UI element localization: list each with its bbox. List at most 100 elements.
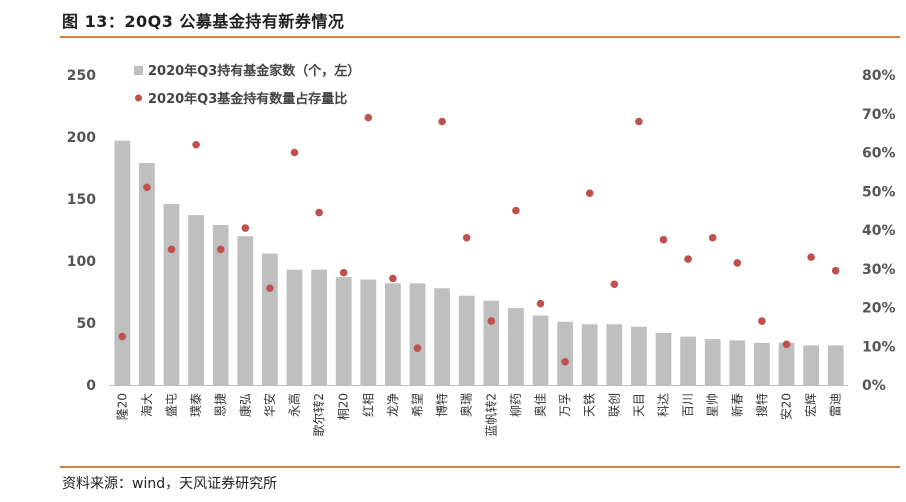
data-point — [266, 284, 274, 292]
data-point — [684, 255, 692, 263]
data-point — [389, 274, 397, 283]
category-label: 歌尔转2 — [311, 393, 326, 437]
data-point — [758, 317, 766, 325]
right-tick-label: 20% — [862, 301, 896, 317]
right-tick-label: 80% — [862, 68, 896, 84]
data-point — [487, 317, 496, 325]
source-note: 资料来源：wind，天风证券研究所 — [62, 476, 278, 492]
bar — [114, 140, 131, 385]
right-tick-label: 70% — [862, 107, 896, 123]
category-label: 盛屯 — [164, 393, 179, 417]
bar — [360, 279, 377, 385]
bar — [212, 225, 229, 385]
data-point — [143, 183, 151, 192]
right-tick-label: 0% — [862, 378, 886, 394]
data-point — [635, 117, 643, 126]
legend-dot-label: 2020年Q3基金持有数量占存量比 — [148, 91, 347, 107]
bar — [532, 315, 549, 385]
category-label: 天目 — [632, 393, 646, 417]
category-label: 联创 — [607, 393, 621, 417]
right-tick-label: 60% — [862, 146, 896, 162]
bar — [606, 324, 623, 385]
data-point — [708, 233, 717, 242]
bottom-divider — [60, 466, 900, 468]
top-divider — [60, 36, 900, 38]
bar — [827, 345, 844, 385]
bar — [631, 326, 647, 385]
category-label: 科达 — [657, 393, 671, 417]
legend-bar-swatch — [134, 66, 143, 75]
bar — [409, 283, 426, 385]
bar — [335, 277, 352, 385]
legend: 2020年Q3持有基金家数（个，左） 2020年Q3基金持有数量占存量比 — [134, 63, 360, 107]
bar — [262, 253, 278, 385]
data-point — [413, 344, 422, 352]
category-label: 博特 — [434, 393, 449, 417]
category-label: 安20 — [779, 393, 794, 420]
right-tick-label: 30% — [862, 262, 896, 278]
bar — [385, 283, 401, 385]
data-point — [610, 280, 619, 289]
category-label: 柳药 — [509, 393, 523, 417]
category-label: 康弘 — [237, 393, 252, 417]
category-label: 海大 — [139, 393, 154, 417]
bar — [434, 288, 450, 385]
left-tick-label: 150 — [67, 192, 96, 208]
data-point — [659, 235, 668, 244]
bar — [581, 324, 598, 385]
category-label: 宏辉 — [803, 393, 818, 417]
category-label: 永高 — [287, 393, 302, 417]
bar-series — [114, 140, 844, 385]
category-label: 万孚 — [558, 393, 572, 417]
category-label: 桐20 — [337, 393, 351, 420]
legend-dot-swatch — [135, 94, 142, 102]
data-point — [536, 299, 545, 308]
category-label: 璞泰 — [189, 393, 203, 417]
data-point — [364, 113, 373, 122]
left-axis: 0 50 100 150 200 250 — [67, 68, 96, 394]
data-point — [561, 357, 569, 366]
chart: 0 50 100 150 200 250 0% 10% 20% 30% 40% 50% 60% 70% 8… — [67, 63, 896, 437]
bar — [557, 321, 573, 385]
bar — [508, 308, 524, 385]
category-label: 红相 — [360, 393, 375, 417]
left-tick-label: 250 — [67, 68, 96, 84]
right-tick-label: 40% — [862, 223, 896, 239]
left-tick-label: 50 — [77, 316, 97, 332]
bar — [163, 203, 180, 385]
category-label: 希望 — [410, 393, 425, 417]
bar — [458, 295, 475, 385]
data-point — [512, 206, 520, 215]
category-label: 恩捷 — [214, 393, 228, 417]
left-tick-label: 100 — [67, 254, 96, 270]
category-label: 蓝帆转2 — [483, 393, 498, 437]
data-point — [241, 224, 250, 232]
bar — [483, 300, 500, 385]
left-tick-label: 0 — [86, 378, 96, 394]
bar — [754, 342, 770, 385]
bar — [188, 215, 204, 385]
category-label: 百川 — [681, 393, 695, 417]
category-labels: 隆20 海大 盛屯 璞泰 恩捷 康弘 华安 永高 歌尔转2 桐20 红相 龙净 希望 博特 奥瑞 蓝帆转2 柳药… — [114, 393, 842, 437]
data-point — [733, 259, 742, 267]
category-label: 新春 — [729, 393, 744, 417]
data-point — [462, 233, 471, 242]
bar — [655, 332, 672, 385]
data-point — [585, 189, 594, 197]
legend-bar-label: 2020年Q3持有基金家数（个，左） — [148, 63, 360, 79]
category-label: 隆20 — [114, 393, 129, 420]
right-tick-label: 10% — [862, 339, 896, 355]
dot-series — [118, 113, 840, 366]
data-point — [216, 245, 225, 254]
left-tick-label: 200 — [67, 130, 96, 146]
bar — [286, 269, 303, 385]
right-tick-label: 50% — [862, 184, 896, 200]
bar — [311, 269, 327, 385]
data-point — [315, 208, 323, 217]
bar — [729, 340, 746, 385]
data-point — [438, 117, 446, 126]
category-label: 奥瑞 — [460, 393, 474, 417]
category-label: 奥佳 — [534, 393, 548, 417]
bar — [237, 236, 254, 385]
category-label: 华安 — [262, 393, 277, 417]
